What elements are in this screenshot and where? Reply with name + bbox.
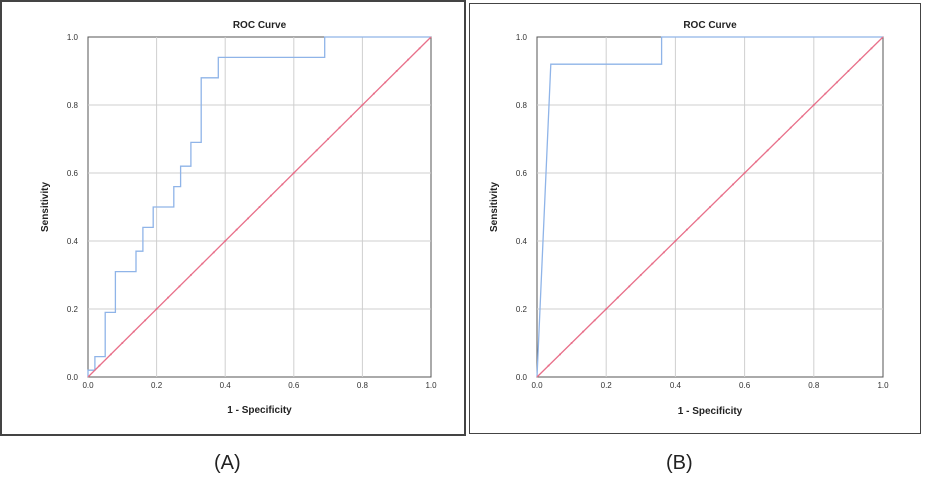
reference-marker bbox=[720, 194, 723, 197]
reference-marker bbox=[361, 104, 364, 106]
x-tick-label: 0.6 bbox=[288, 381, 300, 390]
reference-marker bbox=[685, 228, 688, 231]
reference-marker bbox=[178, 285, 181, 288]
reference-marker bbox=[559, 353, 562, 356]
reference-marker bbox=[697, 217, 700, 220]
y-axis-label: Sensitivity bbox=[40, 182, 51, 232]
reference-marker bbox=[155, 308, 158, 310]
caption-b: (B) bbox=[666, 452, 693, 474]
reference-marker bbox=[674, 240, 677, 242]
chart-panel-a: 0.0 0.0 0.2 0.2 0.4 0.4 0.6 0.6 0.8 0.8 1.0 1.0 ROC … bbox=[0, 0, 466, 436]
roc-curve-line bbox=[536, 36, 883, 378]
reference-marker bbox=[315, 149, 318, 152]
reference-marker bbox=[224, 240, 227, 242]
reference-marker bbox=[407, 58, 410, 61]
y-tick-label: 0.2 bbox=[67, 305, 79, 314]
reference-marker bbox=[304, 160, 307, 163]
reference-marker bbox=[605, 308, 608, 310]
x-tick-label: 1.0 bbox=[877, 381, 889, 390]
reference-marker bbox=[547, 364, 550, 367]
chart-panel-b: 0.0 0.0 0.2 0.2 0.4 0.4 0.6 0.6 0.8 0.8 1.0 1.0 ROC … bbox=[469, 3, 921, 434]
reference-marker bbox=[824, 92, 827, 95]
y-axis-label: Sensitivity bbox=[489, 182, 500, 232]
reference-marker bbox=[338, 126, 341, 129]
reference-marker bbox=[349, 115, 352, 118]
reference-marker bbox=[570, 342, 573, 344]
reference-marker bbox=[372, 92, 375, 95]
y-tick-label: 0.4 bbox=[516, 237, 528, 246]
reference-marker bbox=[743, 172, 746, 174]
x-tick-label: 0.2 bbox=[151, 381, 163, 390]
y-tick-label: 0.2 bbox=[516, 305, 528, 314]
reference-marker bbox=[167, 296, 170, 299]
reference-marker bbox=[109, 353, 112, 356]
reference-marker bbox=[121, 342, 124, 344]
reference-marker bbox=[870, 47, 873, 50]
x-axis-label: 1 - Specificity bbox=[227, 405, 292, 416]
reference-marker bbox=[384, 81, 387, 84]
reference-marker bbox=[98, 364, 101, 367]
reference-marker bbox=[639, 274, 642, 276]
x-tick-label: 1.0 bbox=[425, 381, 437, 390]
reference-marker bbox=[778, 138, 781, 140]
reference-marker bbox=[327, 138, 330, 140]
reference-marker bbox=[801, 115, 804, 118]
reference-marker bbox=[292, 172, 295, 174]
reference-marker bbox=[189, 274, 192, 276]
x-tick-label: 0.8 bbox=[357, 381, 369, 390]
y-tick-label: 0.0 bbox=[516, 373, 528, 382]
reference-marker bbox=[593, 319, 596, 322]
reference-marker bbox=[835, 81, 838, 84]
roc-chart-b: 0.00.0 0.2 0.2 0.4 0.4 0.6 0.6 0.8 0.8 1.0 1.0 ROC … bbox=[489, 20, 889, 417]
reference-marker bbox=[812, 104, 815, 106]
roc-chart-a: 0.00.0 0.2 0.2 0.4 0.4 0.6 0.6 0.8 0.8 1.0 1.0 ROC … bbox=[40, 20, 437, 416]
reference-marker bbox=[755, 160, 758, 163]
roc-curve-line bbox=[87, 36, 431, 377]
x-tick-label: 0.6 bbox=[739, 381, 751, 390]
reference-marker bbox=[662, 251, 665, 254]
reference-marker bbox=[616, 296, 619, 299]
caption-a: (A) bbox=[214, 452, 241, 474]
y-tick-label: 0.8 bbox=[516, 101, 528, 110]
x-tick-label: 0.4 bbox=[220, 381, 232, 390]
x-tick-label: 0.0 bbox=[82, 381, 94, 390]
reference-marker bbox=[395, 70, 398, 72]
y-tick-label: 0.8 bbox=[67, 101, 79, 110]
x-tick-label: 0.8 bbox=[808, 381, 820, 390]
y-tick-label: 0.4 bbox=[67, 237, 79, 246]
reference-marker bbox=[418, 47, 421, 50]
reference-marker bbox=[281, 183, 284, 186]
reference-marker bbox=[651, 262, 654, 265]
reference-marker bbox=[258, 206, 261, 208]
x-tick-label: 0.4 bbox=[670, 381, 682, 390]
x-tick-label: 0.0 bbox=[531, 381, 543, 390]
x-axis-label: 1 - Specificity bbox=[678, 406, 743, 417]
reference-marker bbox=[789, 126, 792, 129]
reference-marker bbox=[858, 58, 861, 61]
reference-marker bbox=[628, 285, 631, 288]
x-tick-label: 0.2 bbox=[601, 381, 613, 390]
reference-marker bbox=[732, 183, 735, 186]
y-tick-label: 0.6 bbox=[516, 169, 528, 178]
reference-marker bbox=[212, 251, 215, 254]
reference-marker bbox=[247, 217, 250, 220]
chart-title: ROC Curve bbox=[233, 20, 287, 31]
y-tick-label: 0.0 bbox=[67, 373, 79, 382]
reference-marker bbox=[269, 194, 272, 197]
reference-marker bbox=[847, 70, 850, 72]
reference-marker bbox=[201, 262, 204, 265]
reference-marker bbox=[766, 149, 769, 152]
reference-marker bbox=[144, 319, 147, 322]
reference-marker bbox=[132, 330, 135, 333]
reference-marker bbox=[582, 330, 585, 333]
y-tick-label: 1.0 bbox=[67, 33, 79, 42]
chart-title: ROC Curve bbox=[683, 20, 737, 31]
y-tick-label: 0.6 bbox=[67, 169, 79, 178]
reference-marker bbox=[709, 206, 711, 208]
reference-marker bbox=[235, 228, 238, 231]
y-tick-label: 1.0 bbox=[516, 33, 528, 42]
